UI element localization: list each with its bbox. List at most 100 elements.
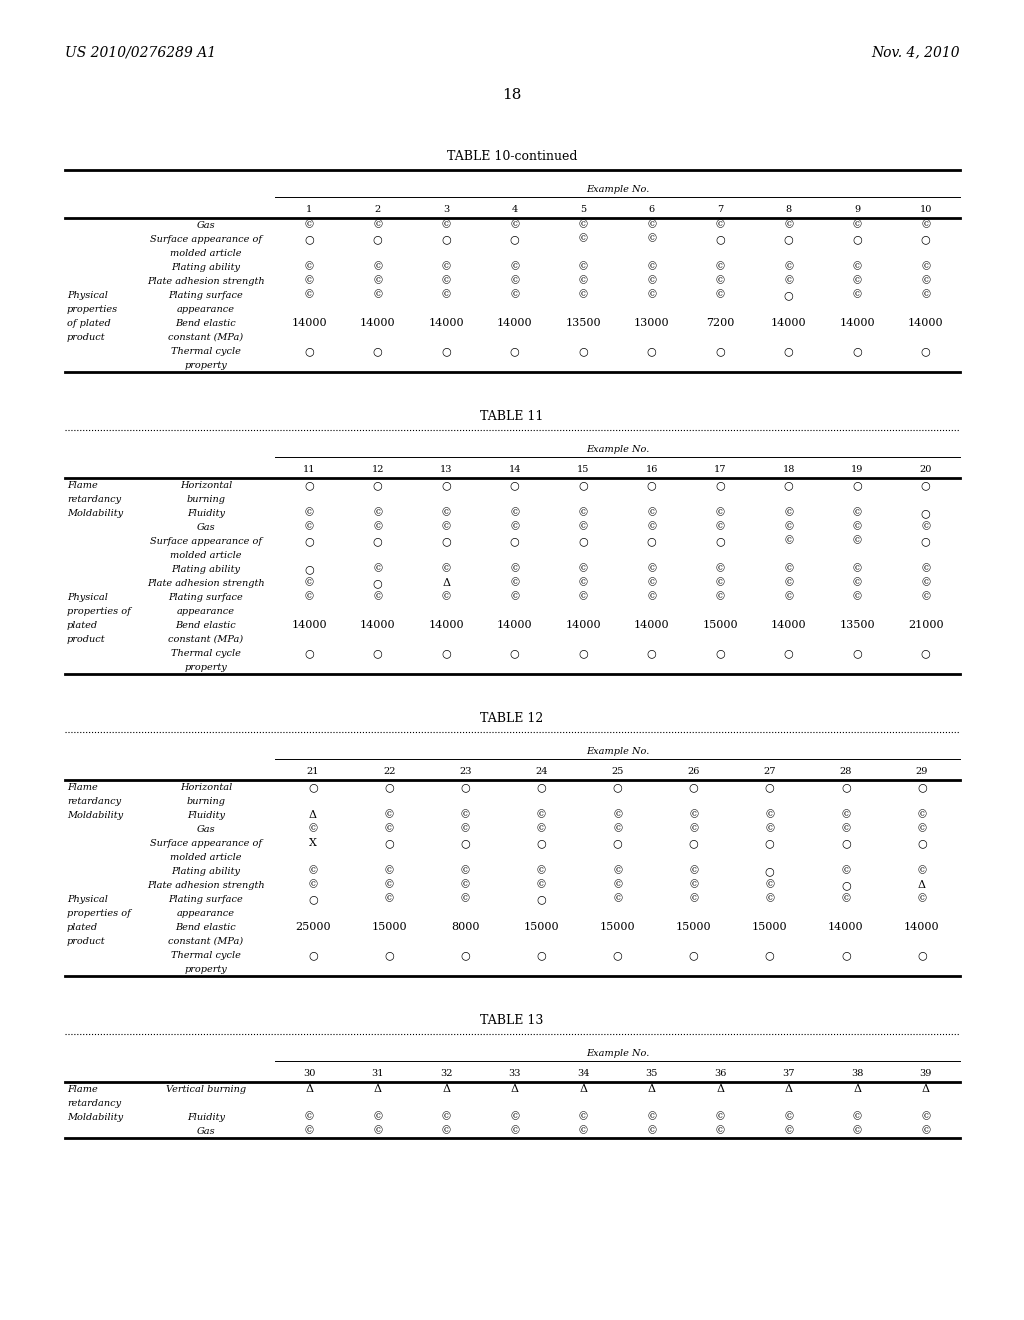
Text: 1: 1 <box>306 205 312 214</box>
Text: Nov. 4, 2010: Nov. 4, 2010 <box>871 45 961 59</box>
Text: properties of: properties of <box>67 908 131 917</box>
Text: 37: 37 <box>782 1068 795 1077</box>
Text: ©: © <box>373 591 383 602</box>
Text: 14000: 14000 <box>292 620 327 630</box>
Text: Δ: Δ <box>922 1084 930 1094</box>
Text: ©: © <box>509 578 520 587</box>
Text: property: property <box>184 965 227 974</box>
Text: Surface appearance of: Surface appearance of <box>150 536 262 545</box>
Text: ○: ○ <box>537 950 546 960</box>
Text: ©: © <box>921 290 931 300</box>
Text: ©: © <box>783 564 795 574</box>
Text: 10: 10 <box>920 205 932 214</box>
Text: 14000: 14000 <box>428 318 464 327</box>
Text: ○: ○ <box>461 950 470 960</box>
Text: Δ: Δ <box>853 1084 861 1094</box>
Text: ©: © <box>841 894 851 904</box>
Text: ©: © <box>852 591 863 602</box>
Text: Surface appearance of: Surface appearance of <box>150 838 262 847</box>
Text: ©: © <box>783 261 795 272</box>
Text: ©: © <box>509 220 520 230</box>
Text: Example No.: Example No. <box>586 1048 649 1057</box>
Text: 11: 11 <box>303 465 315 474</box>
Text: TABLE 10-continued: TABLE 10-continued <box>446 150 578 164</box>
Text: ©: © <box>384 880 394 890</box>
Text: Δ: Δ <box>511 1084 519 1094</box>
Text: 14000: 14000 <box>840 318 876 327</box>
Text: ©: © <box>646 564 657 574</box>
Text: 13500: 13500 <box>565 318 601 327</box>
Text: molded article: molded article <box>170 248 242 257</box>
Text: ©: © <box>460 880 471 890</box>
Text: Plating surface: Plating surface <box>169 593 244 602</box>
Text: Δ: Δ <box>648 1084 655 1094</box>
Text: ©: © <box>921 261 931 272</box>
Text: ○: ○ <box>716 480 725 490</box>
Text: ©: © <box>509 508 520 517</box>
Text: 29: 29 <box>915 767 928 776</box>
Text: ○: ○ <box>441 536 452 546</box>
Text: Plate adhesion strength: Plate adhesion strength <box>147 276 265 285</box>
Text: ○: ○ <box>384 781 394 792</box>
Text: ©: © <box>440 508 452 517</box>
Text: ©: © <box>304 276 314 286</box>
Text: ©: © <box>646 508 657 517</box>
Text: 14000: 14000 <box>634 620 670 630</box>
Text: ©: © <box>646 276 657 286</box>
Text: ©: © <box>578 591 589 602</box>
Text: 14000: 14000 <box>360 620 395 630</box>
Text: ○: ○ <box>461 781 470 792</box>
Text: ○: ○ <box>852 480 862 490</box>
Text: ©: © <box>460 894 471 904</box>
Text: Δ: Δ <box>442 1084 451 1094</box>
Text: ©: © <box>783 536 795 546</box>
Text: ©: © <box>509 564 520 574</box>
Text: Gas: Gas <box>197 220 215 230</box>
Text: ©: © <box>612 810 623 820</box>
Text: ○: ○ <box>784 648 794 657</box>
Text: US 2010/0276289 A1: US 2010/0276289 A1 <box>65 45 216 59</box>
Text: 14000: 14000 <box>497 620 532 630</box>
Text: ©: © <box>578 578 589 587</box>
Text: Bend elastic: Bend elastic <box>176 318 237 327</box>
Text: ©: © <box>612 880 623 890</box>
Text: ©: © <box>304 290 314 300</box>
Text: ©: © <box>852 521 863 532</box>
Text: ©: © <box>715 591 726 602</box>
Text: ○: ○ <box>373 578 383 587</box>
Text: ©: © <box>841 810 851 820</box>
Text: ©: © <box>715 261 726 272</box>
Text: ○: ○ <box>852 346 862 356</box>
Text: ○: ○ <box>373 536 383 546</box>
Text: ©: © <box>783 508 795 517</box>
Text: ©: © <box>509 1111 520 1122</box>
Text: ○: ○ <box>689 950 698 960</box>
Text: ©: © <box>509 591 520 602</box>
Text: ©: © <box>373 276 383 286</box>
Text: property: property <box>184 663 227 672</box>
Text: 24: 24 <box>536 767 548 776</box>
Text: product: product <box>67 635 105 644</box>
Text: Moldability: Moldability <box>67 810 123 820</box>
Text: ○: ○ <box>647 480 656 490</box>
Text: ©: © <box>764 824 775 834</box>
Text: retardancy: retardancy <box>67 796 121 805</box>
Text: ©: © <box>612 824 623 834</box>
Text: ©: © <box>536 824 547 834</box>
Text: ○: ○ <box>852 234 862 244</box>
Text: 7: 7 <box>717 205 723 214</box>
Text: ○: ○ <box>647 648 656 657</box>
Text: constant (MPa): constant (MPa) <box>168 936 244 945</box>
Text: ©: © <box>307 880 318 890</box>
Text: 13500: 13500 <box>840 620 876 630</box>
Text: 15000: 15000 <box>676 921 712 932</box>
Text: ©: © <box>304 578 314 587</box>
Text: ©: © <box>916 894 928 904</box>
Text: ©: © <box>764 810 775 820</box>
Text: Physical: Physical <box>67 895 108 903</box>
Text: ○: ○ <box>918 838 927 847</box>
Text: 14000: 14000 <box>497 318 532 327</box>
Text: ©: © <box>646 1126 657 1137</box>
Text: appearance: appearance <box>177 305 234 314</box>
Text: TABLE 11: TABLE 11 <box>480 411 544 424</box>
